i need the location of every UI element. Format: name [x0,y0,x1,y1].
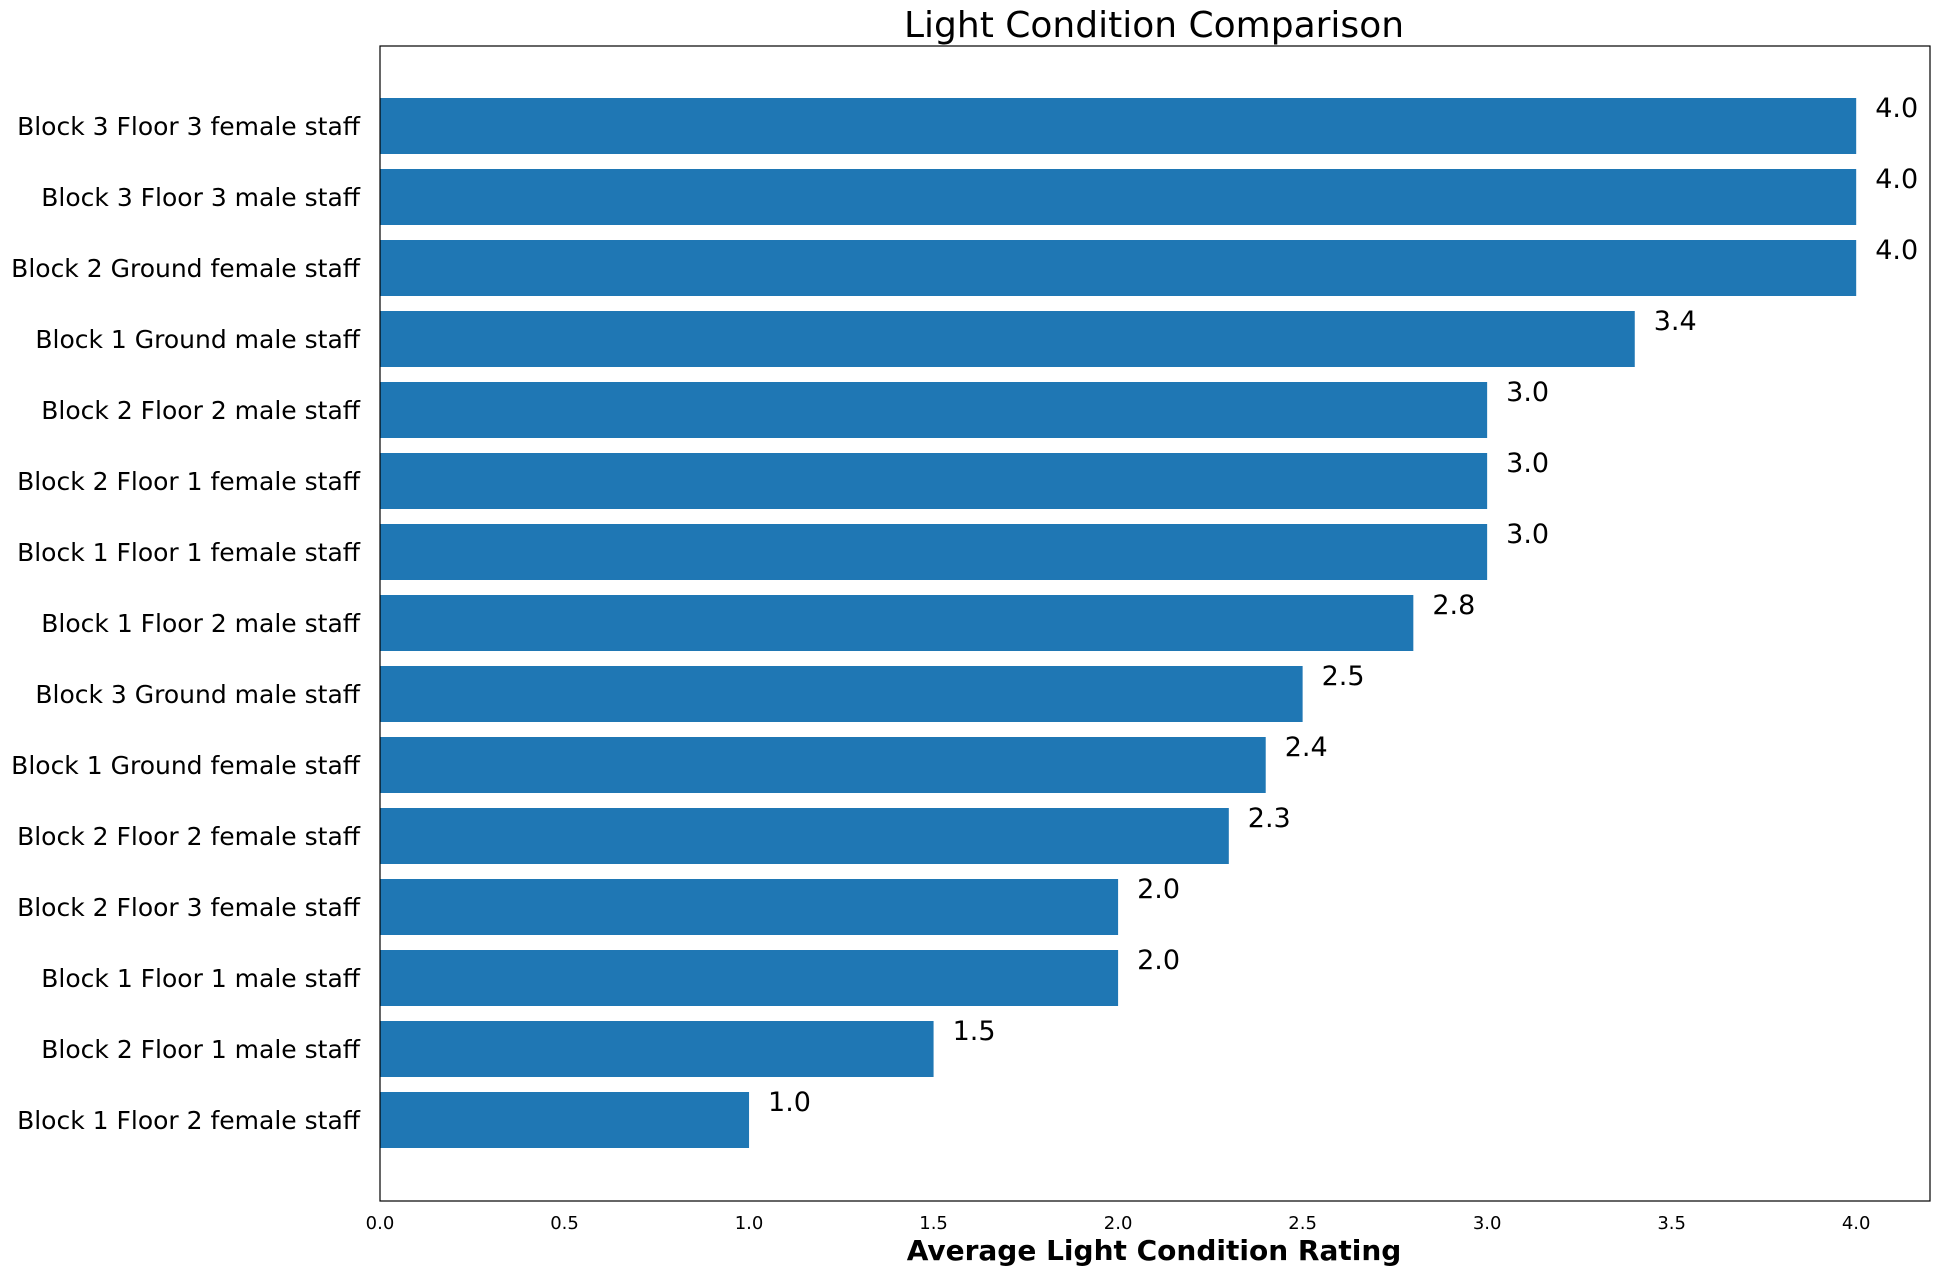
x-tick-label: 1.5 [919,1213,948,1234]
bar [380,808,1229,864]
bar [380,453,1488,509]
x-tick-label: 0.0 [366,1213,395,1234]
x-tick-label: 4.0 [1842,1213,1871,1234]
category-label: Block 1 Ground female staff [11,751,361,780]
bar [380,1021,934,1077]
category-label: Block 2 Floor 3 female staff [17,893,361,922]
value-labels: 4.0 4.0 4.0 3.4 3.0 3.0 3.0 2.8 2.5 2.4 2.3 2.0 2.0 1… [768,93,1918,1118]
category-label: Block 3 Floor 3 male staff [41,183,361,212]
x-tick-label: 1.0 [735,1213,764,1234]
x-axis-ticks: 0.0 0.5 1.0 1.5 2.0 2.5 3.0 3.5 4.0 [366,1213,1871,1234]
bar [380,240,1857,296]
chart-title: Light Condition Comparison [904,5,1404,46]
x-axis-label: Average Light Condition Rating [907,1234,1402,1267]
category-label: Block 1 Floor 2 male staff [41,609,361,638]
data-label: 2.3 [1248,803,1291,834]
category-label: Block 2 Floor 1 male staff [41,1035,361,1064]
category-label: Block 2 Ground female staff [11,254,361,283]
category-label: Block 3 Floor 3 female staff [17,112,361,141]
bar [380,1092,750,1148]
data-label: 2.4 [1285,732,1328,763]
bar [380,311,1635,367]
x-tick-label: 3.5 [1657,1213,1686,1234]
bar [380,950,1119,1006]
category-label: Block 1 Floor 1 female staff [17,538,361,567]
bars-layer [380,98,1857,1148]
data-label: 4.0 [1875,235,1918,266]
data-label: 2.8 [1432,590,1475,621]
x-tick-label: 2.0 [1104,1213,1133,1234]
category-labels: Block 3 Floor 3 female staff Block 3 Floo… [11,112,361,1135]
category-label: Block 2 Floor 1 female staff [17,467,361,496]
data-label: 2.5 [1322,661,1365,692]
bar [380,524,1488,580]
data-label: 2.0 [1137,945,1180,976]
data-label: 3.0 [1506,519,1549,550]
bar [380,879,1119,935]
data-label: 3.0 [1506,377,1549,408]
data-label: 1.0 [768,1087,811,1118]
data-label: 1.5 [953,1016,996,1047]
bar [380,382,1488,438]
bar [380,737,1266,793]
x-tick-label: 3.0 [1473,1213,1502,1234]
data-label: 4.0 [1875,93,1918,124]
x-tick-label: 0.5 [550,1213,579,1234]
category-label: Block 1 Ground male staff [35,325,360,354]
bar [380,595,1414,651]
plot-frame [379,45,1931,1202]
category-label: Block 1 Floor 1 male staff [41,964,361,993]
bar [380,98,1857,154]
category-label: Block 2 Floor 2 male staff [41,396,361,425]
bar [380,666,1303,722]
data-label: 4.0 [1875,164,1918,195]
category-label: Block 2 Floor 2 female staff [17,822,361,851]
x-tick-label: 2.5 [1288,1213,1317,1234]
data-label: 3.4 [1654,306,1697,337]
category-label: Block 1 Floor 2 female staff [17,1106,361,1135]
category-label: Block 3 Ground male staff [35,680,360,709]
data-label: 3.0 [1506,448,1549,479]
data-label: 2.0 [1137,874,1180,905]
bar [380,169,1857,225]
